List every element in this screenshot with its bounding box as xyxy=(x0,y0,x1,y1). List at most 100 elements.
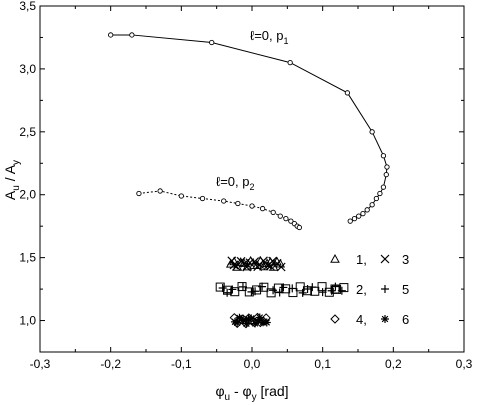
curve-label-p2-main: ℓ=0, p xyxy=(216,174,249,189)
series-point-p2-1 xyxy=(157,188,163,194)
x-title-sub2: y xyxy=(252,392,257,403)
series-point-p1-7 xyxy=(384,164,390,170)
cluster-3-asterisk-1 xyxy=(233,318,242,327)
curve-label-p2: ℓ=0, p2 xyxy=(216,174,255,192)
y-tick-label-2: 2,0 xyxy=(19,188,36,202)
y-title-mid: / A xyxy=(2,164,18,185)
y-title-main: A xyxy=(2,190,18,200)
legend-symbol-triangle xyxy=(330,253,340,263)
series-point-p1-5 xyxy=(369,129,375,135)
y-tick-label-3: 2,5 xyxy=(19,125,36,139)
cluster-3-asterisk-6 xyxy=(247,314,256,323)
series-point-p1-13 xyxy=(364,207,370,213)
plot-frame xyxy=(39,5,465,353)
series-point-p1-12 xyxy=(369,202,375,208)
legend-symbol-x xyxy=(380,254,390,264)
cluster-2-plus-5 xyxy=(251,287,260,296)
axis-ticks xyxy=(39,5,465,353)
cluster-2-plus-13 xyxy=(308,283,317,292)
cluster-3-asterisk-11 xyxy=(262,318,271,327)
series-line-p1 xyxy=(110,34,388,222)
cluster-3-asterisk-2 xyxy=(235,313,244,322)
x-title-tail: [rad] xyxy=(257,383,289,399)
y-title-sub2: y xyxy=(11,160,22,165)
curve-label-p1-sub: 1 xyxy=(283,36,288,46)
x-title-sub1: u xyxy=(225,392,231,403)
cluster-2-plus-0 xyxy=(218,284,227,293)
series-point-p1-14 xyxy=(360,210,366,217)
x-tick-label-3: 0,0 xyxy=(244,357,261,371)
y-title-sub1: u xyxy=(11,185,22,191)
x-tick-label-4: 0,1 xyxy=(314,357,331,371)
series-point-p2-3 xyxy=(199,195,206,202)
series-point-p1-4 xyxy=(344,90,351,96)
cluster-2-plus-10 xyxy=(288,284,297,293)
legend-label-1b: 3 xyxy=(402,252,409,267)
cluster-3-diamond-1 xyxy=(232,318,242,329)
series-layer xyxy=(108,32,390,231)
series-point-p1-10 xyxy=(377,190,383,197)
legend: 1, 3 2, 5 4, 6 xyxy=(330,252,409,327)
legend-symbol-asterisk xyxy=(381,315,389,323)
legend-symbol-square xyxy=(330,284,340,294)
series-point-p2-14 xyxy=(296,224,302,231)
legend-label-2b: 5 xyxy=(402,282,409,297)
series-point-p1-2 xyxy=(209,39,215,46)
series-point-p2-5 xyxy=(235,200,241,207)
series-point-p1-1 xyxy=(129,32,135,38)
cluster-2-square-17 xyxy=(339,283,349,293)
cluster-layer xyxy=(215,255,349,329)
curve-label-p1: ℓ=0, p1 xyxy=(250,28,289,46)
cluster-2-square-0 xyxy=(215,282,225,292)
cluster-2-plus-16 xyxy=(331,282,340,291)
cluster-1-x-15 xyxy=(276,262,286,272)
cluster-3-asterisk-4 xyxy=(242,319,251,328)
x-tick-label-0: -0,3 xyxy=(30,357,51,371)
legend-label-3b: 6 xyxy=(402,312,409,327)
series-point-p1-6 xyxy=(380,153,387,159)
y-tick-label-5: 3,5 xyxy=(19,0,36,13)
cluster-2-square-15 xyxy=(324,287,334,297)
cluster-2-plus-4 xyxy=(247,287,256,296)
y-tick-label-4: 3,0 xyxy=(19,62,36,76)
series-point-p2-0 xyxy=(136,190,142,197)
y-tick-label-0: 1,0 xyxy=(19,314,36,328)
x-tick-label-2: -0,1 xyxy=(171,357,192,371)
cluster-2-plus-3 xyxy=(238,282,247,291)
cluster-2-plus-11 xyxy=(298,288,307,297)
cluster-2-square-2 xyxy=(230,287,240,297)
y-tick-labels: 1,0 1,5 2,0 2,5 3,0 3,5 xyxy=(19,0,36,328)
cluster-2-plus-2 xyxy=(228,285,237,294)
x-title-main: φ xyxy=(215,383,224,399)
cluster-2-plus-7 xyxy=(269,286,278,295)
cluster-1-x-13 xyxy=(268,256,278,266)
series-point-p1-3 xyxy=(287,59,293,66)
x-axis-title: φu - φy [rad] xyxy=(215,383,288,403)
cluster-2-square-7 xyxy=(266,288,276,298)
cluster-2-plus-6 xyxy=(258,282,267,291)
cluster-2-square-6 xyxy=(259,282,269,292)
legend-label-2a: 2, xyxy=(356,282,367,297)
cluster-1-x-1 xyxy=(229,260,239,270)
legend-symbol-plus xyxy=(381,285,389,293)
x-tick-labels: -0,3 -0,2 -0,1 0,0 0,1 0,2 0,3 xyxy=(30,357,473,371)
series-point-p1-16 xyxy=(351,215,358,222)
series-point-p1-15 xyxy=(356,213,362,219)
series-point-p2-8 xyxy=(270,209,276,215)
legend-label-1a: 1, xyxy=(356,252,367,267)
y-axis-title: Au / Ay xyxy=(2,160,22,200)
x-title-mid: - φ xyxy=(230,383,252,399)
series-line-p2 xyxy=(138,190,300,228)
series-point-p1-9 xyxy=(380,184,387,190)
legend-label-3a: 4, xyxy=(356,312,367,327)
series-point-p2-6 xyxy=(249,203,255,209)
curve-label-p2-sub: 2 xyxy=(249,182,254,192)
cluster-2-plus-12 xyxy=(303,284,312,293)
cluster-2-square-5 xyxy=(252,285,262,295)
cluster-2-plus-1 xyxy=(223,288,232,297)
series-point-p2-7 xyxy=(259,205,266,212)
cluster-2-plus-9 xyxy=(279,283,288,292)
series-point-p2-9 xyxy=(277,213,283,219)
cluster-1-triangle-13 xyxy=(268,262,279,271)
